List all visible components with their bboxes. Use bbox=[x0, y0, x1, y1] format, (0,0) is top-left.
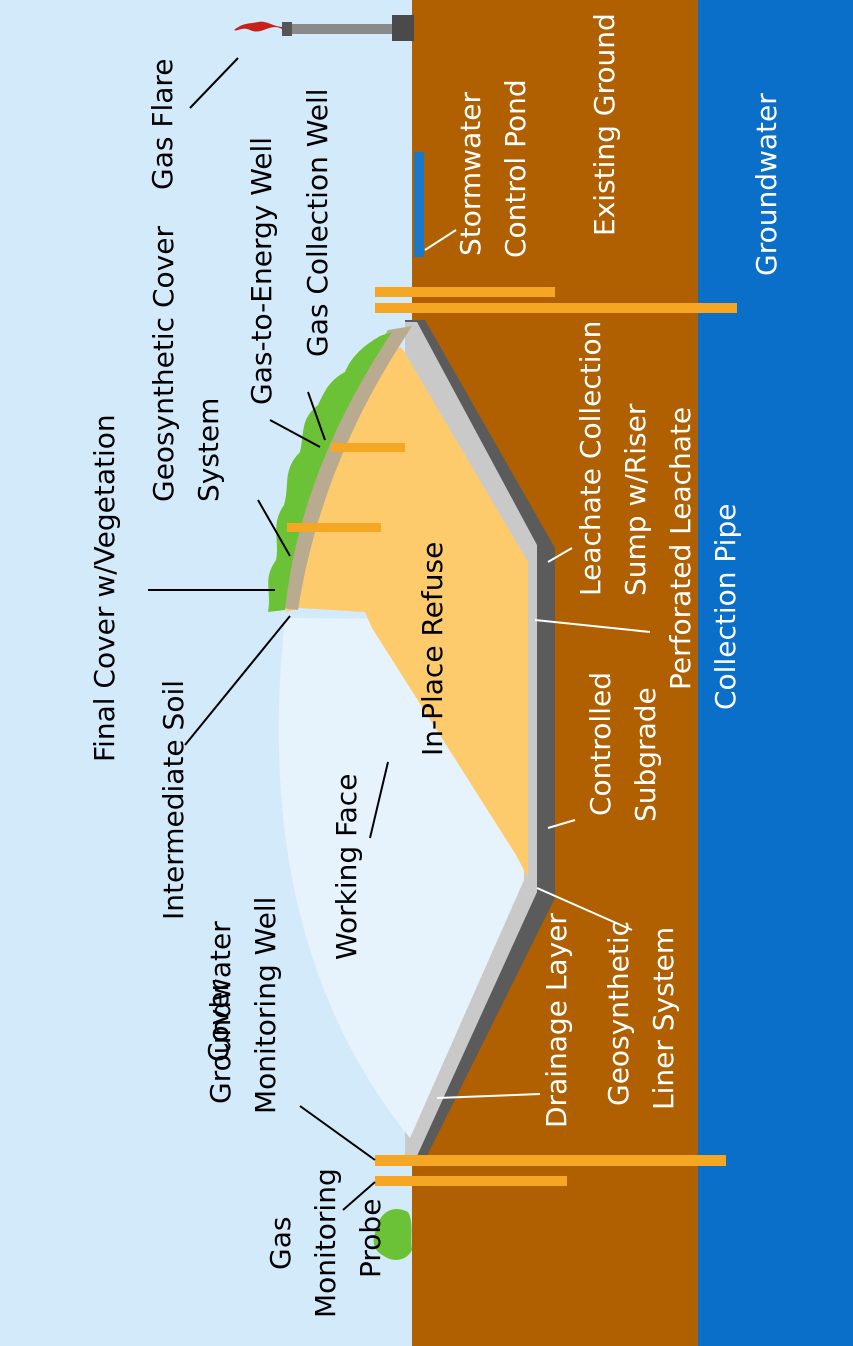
perforated-pipe-leader bbox=[534, 619, 651, 633]
in-place-refuse-area bbox=[286, 345, 528, 878]
in-place-refuse-label: In-Place Refuse bbox=[416, 542, 449, 756]
existing-ground-label: Existing Ground bbox=[588, 13, 621, 236]
groundwater-monitoring-well-pipe bbox=[375, 1155, 726, 1166]
groundwater-layer bbox=[698, 0, 853, 1346]
geosynthetic-cover-leader bbox=[257, 499, 291, 557]
gas-monitoring-probe-label: Gas Monitoring Probe bbox=[264, 1159, 387, 1318]
gas-collection-well-pipe bbox=[287, 523, 381, 532]
gas-flare-flame-icon bbox=[234, 21, 282, 32]
gas-flare-stack bbox=[290, 24, 392, 34]
groundwater-monitoring-leader bbox=[299, 1105, 376, 1161]
leachate-collection-sump-label: Leachate Collection Sump w/Riser bbox=[574, 312, 652, 596]
controlled-subgrade-leader bbox=[547, 819, 576, 829]
geosynthetic-liner-label: Geosynthetic Liner System bbox=[602, 912, 680, 1110]
groundwater-monitoring-well-label: Groundwater Monitoring Well bbox=[204, 897, 282, 1114]
groundwater-label: Groundwater bbox=[750, 93, 783, 276]
drainage-layer-label: Drainage Layer bbox=[540, 913, 573, 1128]
geosynthetic-cover-label: Geosynthetic Cover System bbox=[147, 217, 225, 502]
cover-soil-band bbox=[280, 326, 412, 610]
groundwater-side-pipe bbox=[375, 303, 737, 313]
stormwater-pond-leader bbox=[424, 229, 457, 251]
final-cover-label: Final Cover w/Vegetation bbox=[88, 414, 121, 762]
working-face-leader bbox=[369, 761, 389, 839]
geosynthetic-liner-leader bbox=[536, 887, 633, 931]
gas-to-energy-well-leader bbox=[269, 419, 321, 448]
gas-to-energy-well-label: Gas-to-Energy Well bbox=[245, 137, 278, 405]
drainage-layer-leader bbox=[436, 1093, 541, 1099]
gas-to-energy-well-pipe bbox=[331, 443, 405, 452]
gas-monitoring-probe-pipe bbox=[375, 1176, 567, 1186]
gas-flare-pipe-end bbox=[282, 22, 292, 36]
gas-flare-label: Gas Flare bbox=[146, 58, 179, 190]
intermediate-soil-cover-label: Intermediate Soil Cover bbox=[157, 671, 235, 1062]
intermediate-soil-leader bbox=[184, 615, 291, 746]
vegetation-layer bbox=[268, 332, 392, 612]
stormwater-control-pond bbox=[414, 152, 424, 257]
gas-flare-base bbox=[392, 15, 414, 41]
controlled-subgrade-label: Controlled Subgrade bbox=[584, 663, 662, 822]
gas-collection-well-leader bbox=[307, 391, 326, 441]
shrub-icon bbox=[373, 1209, 412, 1260]
gas-collection-well-label: Gas Collection Well bbox=[301, 88, 334, 357]
perforated-leachate-pipe-label: Perforated Leachate Collection Pipe bbox=[664, 398, 742, 710]
working-face-label: Working Face bbox=[330, 774, 363, 960]
gas-flare-leader bbox=[189, 57, 239, 109]
stormwater-control-pond-label: Stormwater Control Pond bbox=[454, 79, 532, 258]
leachate-sump-leader bbox=[547, 547, 573, 563]
stormwater-side-pipe bbox=[375, 287, 555, 297]
gas-monitoring-probe-leader bbox=[342, 1181, 376, 1211]
